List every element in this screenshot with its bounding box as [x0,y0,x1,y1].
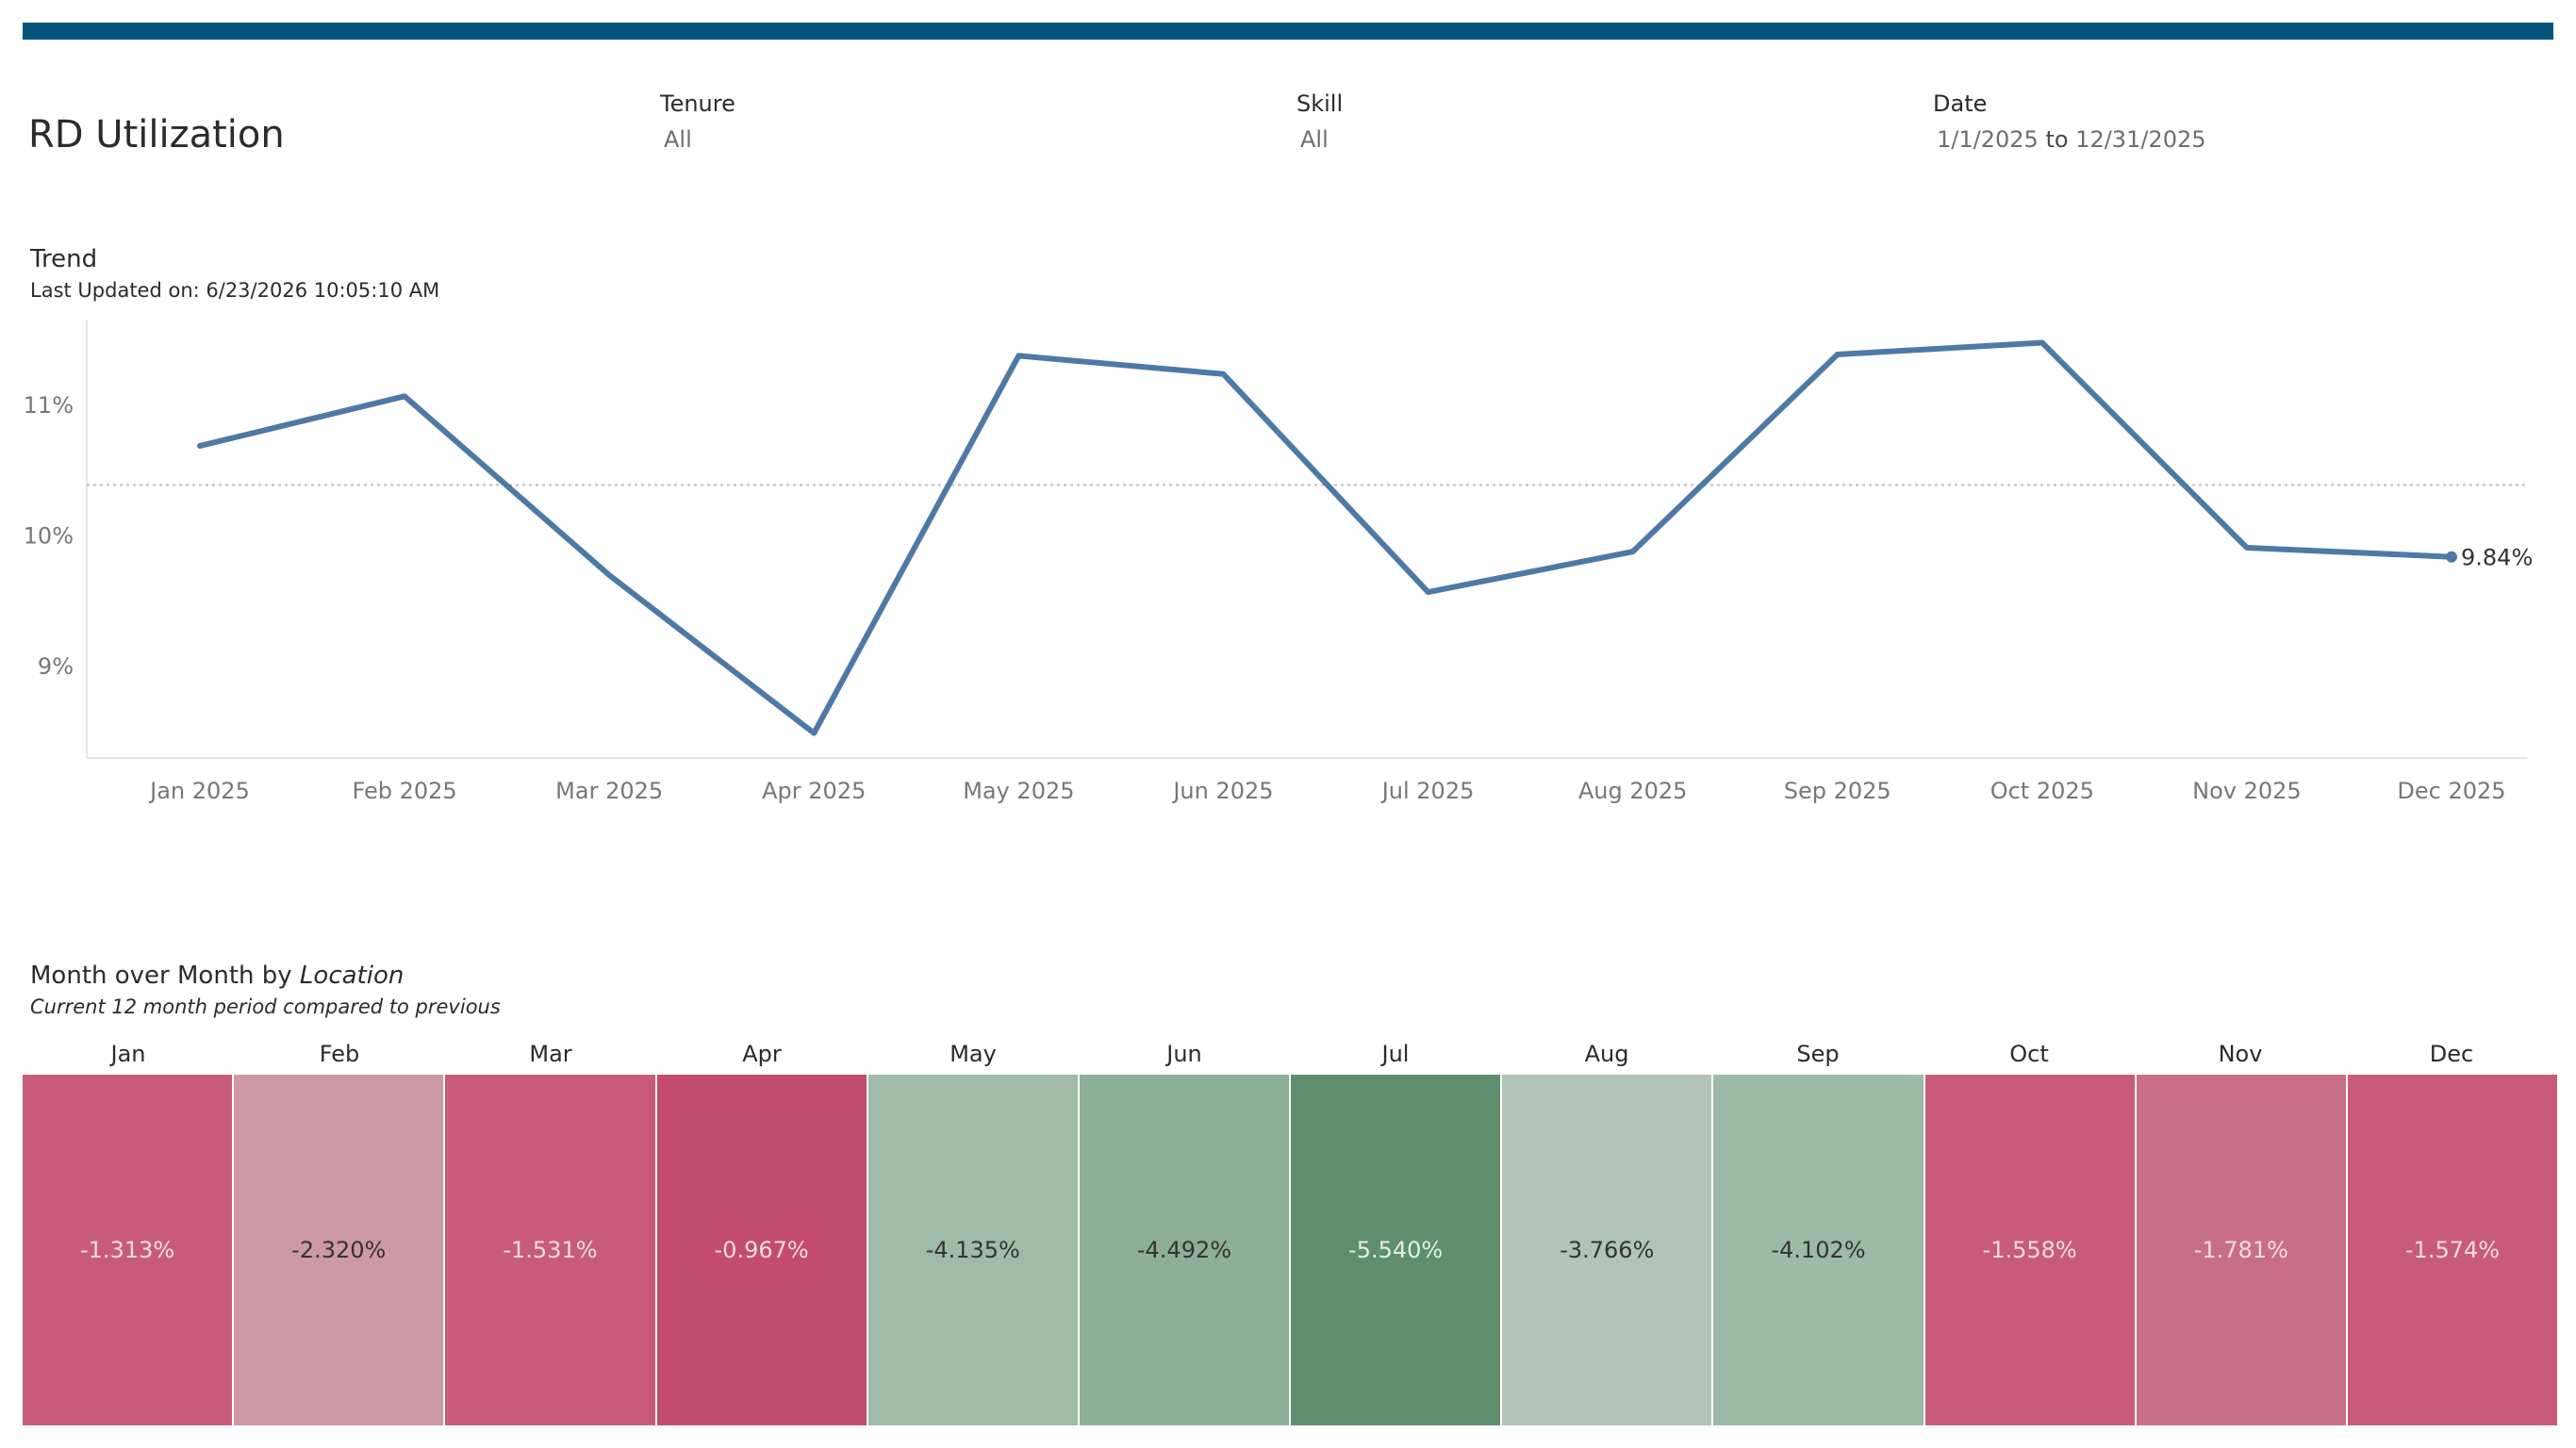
heatmap-month-header: May [949,1041,997,1067]
date-filter-range[interactable]: 1/1/2025 to 12/31/2025 [1933,126,2206,153]
x-tick-label: Mar 2025 [555,778,663,804]
heatmap-cell-value: -1.531% [503,1237,598,1263]
heatmap-month-header: Nov [2218,1041,2263,1067]
trend-line-chart[interactable]: 9% 10% 11% Jan 2025 Feb 2025 Mar 2025 Apr 2025… [0,302,2576,830]
date-filter-label: Date [1933,90,1988,117]
x-tick-label: May 2025 [963,778,1074,804]
y-tick-label: 9% [38,653,74,680]
header-accent-bar [23,23,2553,40]
heatmap-cell-value: -1.558% [1982,1237,2077,1263]
heatmap-cell[interactable]: -1.313% [23,1075,235,1425]
x-tick-label: Oct 2025 [1990,778,2094,804]
data-point [402,393,407,399]
end-data-label: 9.84% [2461,545,2533,571]
x-tick-label: Feb 2025 [352,778,456,804]
data-point [811,731,817,736]
heatmap-month-header: Jan [110,1041,146,1067]
heatmap-cell-value: -3.766% [1560,1237,1655,1263]
heatmap-cell[interactable]: -4.135% [867,1075,1080,1425]
data-point [1426,589,1431,595]
heatmap-cell[interactable]: -0.967% [656,1075,868,1425]
date-filter-start[interactable]: 1/1/2025 [1937,126,2039,153]
heatmap-month-headers: Jan Feb Mar Apr May Jun Jul Aug Sep Oct Nov Dec [23,1041,2557,1078]
x-tick-label: Aug 2025 [1578,778,1688,804]
x-tick-label: Nov 2025 [2192,778,2302,804]
mom-title-prefix: Month over Month by [30,962,300,990]
x-tick-label: Jan 2025 [148,778,250,804]
heatmap-cell-value: -1.574% [2404,1237,2501,1263]
trend-title: Trend [30,245,98,273]
x-tick-label: Dec 2025 [2397,778,2505,804]
x-tick-label: Apr 2025 [762,778,866,804]
data-point [2039,340,2045,346]
heatmap-cell-value: -0.967% [714,1237,809,1263]
heatmap-cell-value: -1.313% [80,1237,175,1263]
date-filter-separator: to [2045,126,2069,153]
heatmap-month-header: Feb [319,1041,360,1067]
heatmap-cell-value: -5.540% [1348,1237,1444,1263]
tenure-filter-label: Tenure [660,90,735,117]
mom-subtitle: Current 12 month period compared to prev… [30,996,501,1018]
heatmap-month-header: Jul [1381,1041,1410,1067]
date-filter[interactable]: Date 1/1/2025 to 12/31/2025 [1933,90,2206,153]
skill-filter[interactable]: Skill All [1296,90,1343,153]
heatmap-month-header: Jun [1166,1041,1202,1067]
mom-title: Month over Month by Location [30,962,404,990]
heatmap-month-header: Dec [2429,1041,2474,1067]
heatmap-cell[interactable]: -1.781% [2136,1075,2348,1425]
tenure-filter[interactable]: Tenure All [660,90,735,153]
data-point [2244,545,2250,551]
skill-filter-label: Skill [1296,90,1344,117]
data-point [1835,352,1841,357]
skill-filter-value[interactable]: All [1300,126,1329,153]
heatmap-cell-value: -4.492% [1136,1237,1232,1263]
tenure-filter-value[interactable]: All [664,126,692,153]
heatmap-cell[interactable]: -4.492% [1079,1075,1292,1425]
heatmap-cell[interactable]: -1.558% [1924,1075,2137,1425]
heatmap-cell[interactable]: -2.320% [234,1075,446,1425]
heatmap-month-header: Aug [1584,1041,1629,1067]
heatmap-month-header: Apr [742,1041,782,1067]
data-point [1220,371,1226,377]
heatmap-month-header: Sep [1796,1041,1840,1067]
trend-last-updated: Last Updated on: 6/23/2026 10:05:10 AM [30,279,440,302]
data-point [197,443,203,449]
heatmap-cell[interactable]: -1.574% [2347,1075,2558,1425]
x-tick-label: Jun 2025 [1171,778,1273,804]
x-tick-label: Sep 2025 [1784,778,1891,804]
heatmap-month-header: Mar [529,1041,572,1067]
heatmap-cell[interactable]: -5.540% [1291,1075,1503,1425]
data-point [2446,551,2457,563]
heatmap-cell[interactable]: -3.766% [1502,1075,1714,1425]
y-tick-label: 10% [24,523,74,550]
heatmap-cell-value: -4.102% [1771,1237,1866,1263]
heatmap-cell-value: -2.320% [291,1237,387,1263]
data-point [606,572,612,578]
date-filter-end[interactable]: 12/31/2025 [2075,126,2206,153]
data-point [1630,549,1636,554]
data-point [1016,353,1021,358]
dashboard-title: RD Utilization [28,113,285,156]
heatmap-cell-value: -4.135% [925,1237,1020,1263]
mom-title-dimension: Location [299,962,405,990]
heatmap-month-header: Oct [2009,1041,2049,1067]
trend-series-line [197,339,2454,736]
heatmap-row: -1.313% -2.320% -1.531% -0.967% -4.135% -4.49… [23,1075,2558,1425]
heatmap-cell[interactable]: -1.531% [445,1075,657,1425]
heatmap-cell[interactable]: -4.102% [1713,1075,1925,1425]
x-tick-label: Jul 2025 [1380,778,1475,804]
y-tick-label: 11% [24,392,74,419]
heatmap-cell-value: -1.781% [2193,1237,2288,1263]
